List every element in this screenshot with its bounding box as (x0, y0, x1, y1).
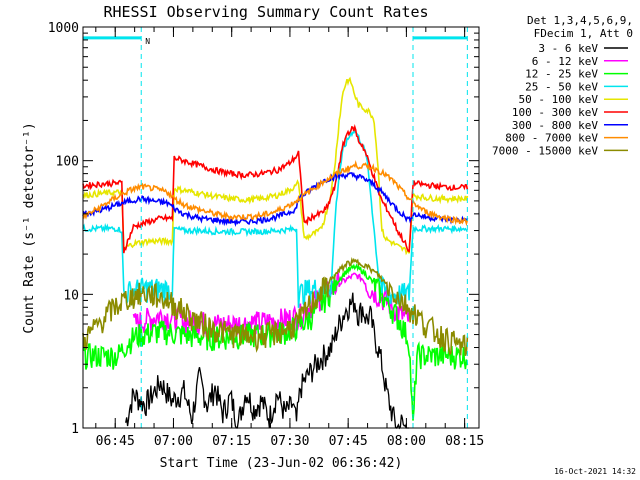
x-tick-label: 07:00 (154, 434, 193, 449)
y-tick-label: 10 (63, 288, 79, 303)
x-tick-label: 07:15 (212, 434, 251, 449)
legend-label-4: 50 - 100 keV (519, 93, 599, 106)
y-tick-label: 100 (56, 155, 79, 170)
flags-layer (83, 27, 468, 428)
x-tick-label: 08:00 (387, 434, 426, 449)
y-tick-label: 1000 (48, 21, 79, 36)
legend-header-line-2: FDecim 1, Att 0 (534, 27, 633, 40)
x-tick-label: 07:30 (270, 434, 309, 449)
legend-label-5: 100 - 300 keV (512, 106, 598, 119)
series-layer (82, 76, 469, 430)
legend-label-0: 3 - 6 keV (538, 42, 598, 55)
legend-header-line-1: Det 1,3,4,5,6,9, (527, 14, 633, 27)
legend-label-6: 300 - 800 keV (512, 119, 598, 132)
series-line-3 (82, 128, 469, 308)
x-tick-label: 07:45 (329, 434, 368, 449)
series-line-8 (82, 257, 469, 356)
x-tick-label: 08:15 (445, 434, 484, 449)
legend-label-8: 7000 - 15000 keV (492, 144, 598, 157)
y-axis-label: Count Rate (s⁻¹ detector⁻¹) (22, 122, 37, 333)
series-line-0 (125, 292, 410, 430)
plot-frame (82, 26, 480, 429)
x-axis-label: Start Time (23-Jun-02 06:36:42) (160, 456, 403, 471)
y-tick-label: 1 (71, 422, 79, 437)
night-marker: N (145, 37, 150, 46)
x-axis: 06:45 07:00 07:15 07:30 07:45 08:00 08:15 (95, 27, 484, 449)
series-line-4 (82, 76, 469, 256)
series-line-5 (82, 124, 469, 254)
chart-title: RHESSI Observing Summary Count Rates (103, 3, 428, 21)
y-axis: 1 10 100 1000 (48, 21, 479, 437)
legend-label-1: 6 - 12 keV (532, 55, 599, 68)
series-line-6 (82, 171, 469, 227)
series-line-7 (82, 160, 469, 227)
legend-label-2: 12 - 25 keV (525, 68, 598, 81)
legend-label-7: 800 - 7000 keV (505, 132, 598, 145)
legend: Det 1,3,4,5,6,9, FDecim 1, Att 0 3 - 6 k… (492, 14, 633, 157)
x-tick-label: 06:45 (96, 434, 135, 449)
legend-label-3: 25 - 50 keV (525, 80, 598, 93)
timestamp: 16-Oct-2021 14:32 (554, 467, 636, 476)
